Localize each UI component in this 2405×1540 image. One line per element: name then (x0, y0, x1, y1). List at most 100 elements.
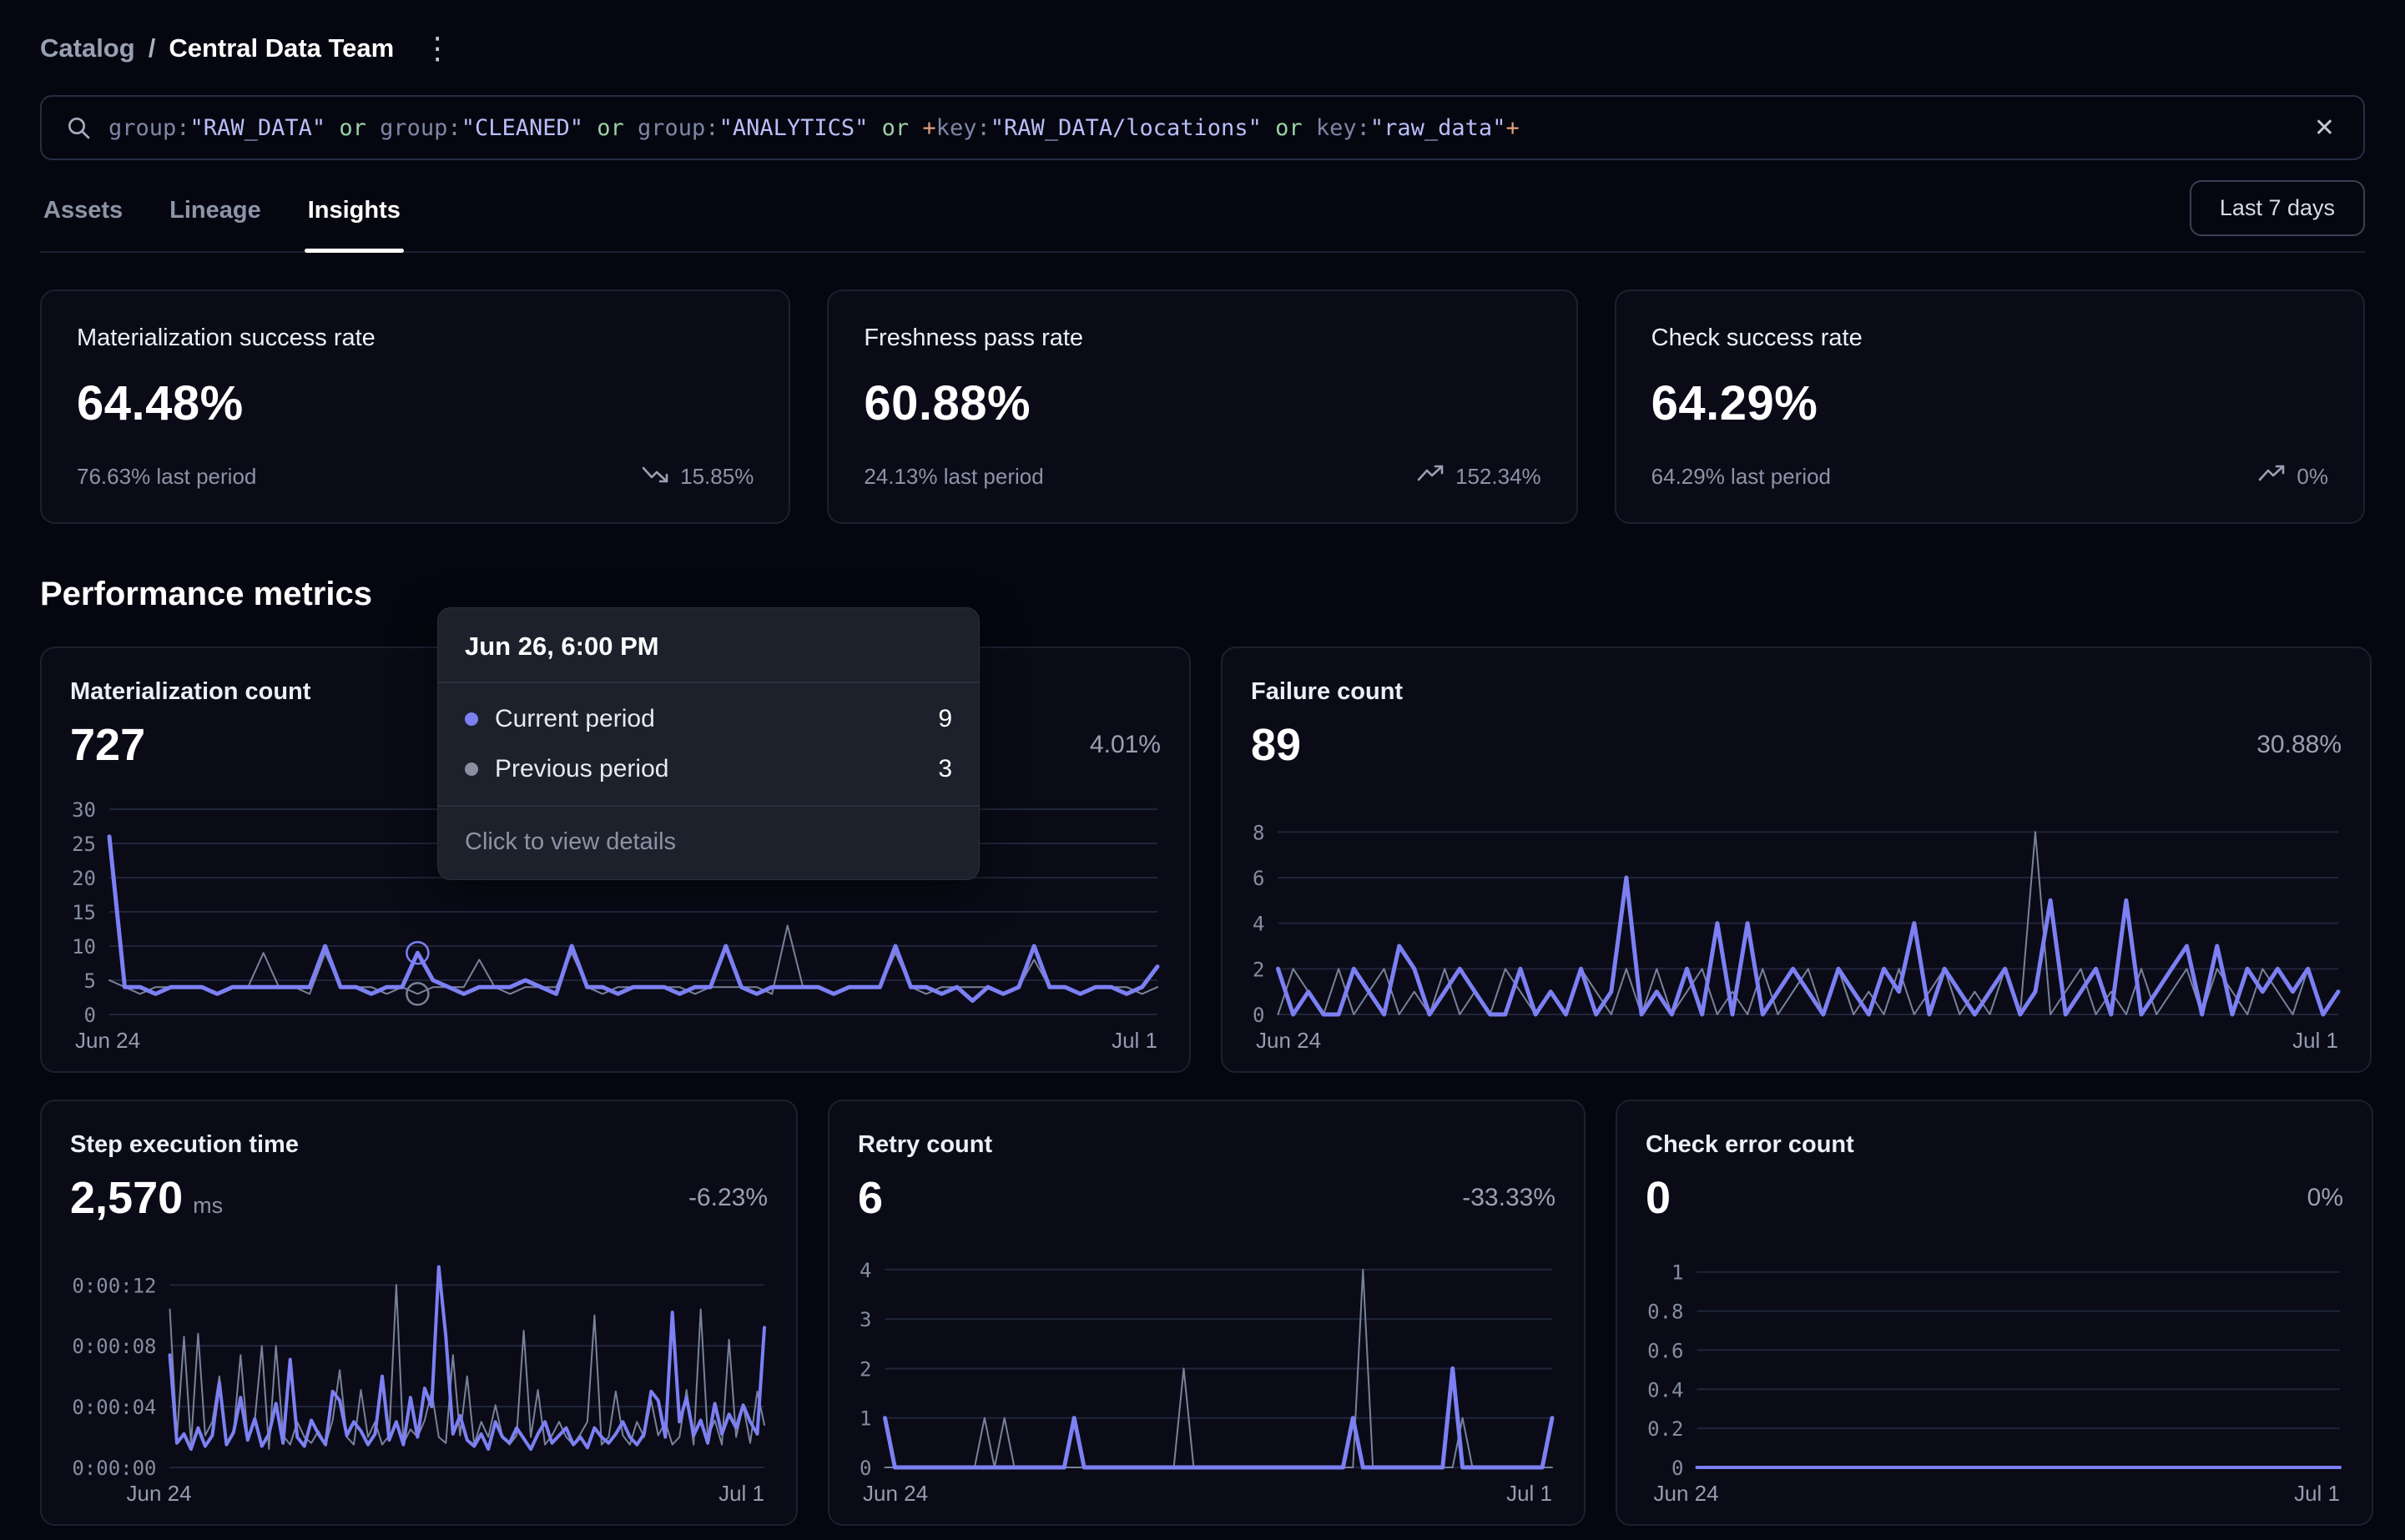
query-token-plus: + (1505, 114, 1520, 141)
chart-value: 0 (1646, 1173, 1671, 1223)
svg-text:0.2: 0.2 (1647, 1417, 1683, 1441)
last-period-text: 76.63% last period (77, 464, 257, 489)
tooltip-rows: Current period 9 Previous period 3 (438, 683, 979, 805)
change-indicator: 0% (2258, 463, 2328, 491)
chart-card-step-execution-time: Step execution time 2,570 ms -6.23% 0:00:… (40, 1100, 798, 1526)
search-query: group:"RAW_DATA" or group:"CLEANED" or g… (108, 115, 2292, 141)
tab-lineage[interactable]: Lineage (169, 197, 261, 224)
card-title: Freshness pass rate (864, 325, 1084, 351)
trending-up-icon (2258, 463, 2287, 491)
svg-text:0.4: 0.4 (1647, 1378, 1683, 1402)
query-token-op: or (868, 114, 923, 141)
tab-insights[interactable]: Insights (304, 180, 405, 253)
chart-title: Step execution time (70, 1131, 299, 1158)
tooltip-hint: Click to view details (438, 805, 979, 879)
svg-text:2: 2 (860, 1357, 871, 1381)
trending-down-icon (642, 463, 670, 491)
query-token-value: "CLEANED" (461, 114, 583, 141)
svg-text:Jun 24: Jun 24 (1256, 1028, 1321, 1053)
tooltip-row: Previous period 3 (465, 755, 952, 783)
retry-count-chart[interactable]: 0 1 2 3 4 Jun 24 Jul 1 (858, 1246, 1555, 1506)
chart-title: Retry count (858, 1131, 993, 1158)
chart-title: Failure count (1251, 678, 1404, 705)
chart-value: 2,570 ms (70, 1173, 224, 1223)
svg-text:4: 4 (860, 1259, 871, 1282)
svg-text:0: 0 (860, 1457, 871, 1480)
query-token-value: "RAW_DATA" (189, 114, 326, 141)
clear-search-icon[interactable]: ✕ (2313, 113, 2335, 142)
series-label: Current period (495, 705, 655, 732)
breadcrumb-separator: / (148, 33, 156, 63)
svg-text:0:00:08: 0:00:08 (72, 1335, 156, 1358)
summary-card-check-success-rate[interactable]: Check success rate 64.29% 64.29% last pe… (1614, 289, 2365, 524)
card-title: Check success rate (1651, 325, 1863, 351)
chart-title: Check error count (1646, 1131, 1854, 1158)
card-value: 64.29% (1651, 376, 1818, 430)
svg-text:8: 8 (1253, 821, 1264, 844)
last-period-text: 24.13% last period (864, 464, 1044, 489)
svg-text:0:00:00: 0:00:00 (72, 1457, 156, 1480)
chart-card-check-error-count: Check error count 0 0% 0 0.2 0.4 0.6 0.8 1 Jun… (1616, 1100, 2373, 1526)
svg-text:15: 15 (72, 901, 96, 924)
breadcrumb-catalog-link[interactable]: Catalog (40, 33, 135, 63)
card-title: Materialization success rate (77, 325, 376, 351)
performance-metrics-heading: Performance metrics (40, 576, 372, 612)
svg-text:1: 1 (860, 1407, 871, 1431)
charts-row-1: Materialization count 727 4.01% 0 5 10 15 20… (40, 647, 2372, 1073)
query-token-op: or (1261, 114, 1316, 141)
query-token-value: "ANALYTICS" (718, 114, 869, 141)
kebab-menu-icon[interactable]: ⋮ (422, 31, 453, 65)
series-value: 9 (938, 705, 952, 732)
tooltip-timestamp: Jun 26, 6:00 PM (438, 608, 979, 683)
query-token-value: "RAW_DATA/locations" (990, 114, 1262, 141)
trending-up-icon (1417, 463, 1445, 491)
last-period-text: 64.29% last period (1651, 464, 1832, 489)
series-dot-icon (465, 762, 478, 776)
query-token-key: group: (380, 114, 461, 141)
chart-change: 0% (2307, 1184, 2343, 1211)
card-value: 60.88% (864, 376, 1031, 430)
summary-card-materialization-success-rate[interactable]: Materialization success rate 64.48% 76.6… (40, 289, 791, 524)
svg-text:Jun 24: Jun 24 (75, 1028, 140, 1053)
svg-text:0:00:04: 0:00:04 (72, 1396, 156, 1419)
tab-bar: Assets Lineage Insights Last 7 days (40, 180, 2365, 253)
svg-text:10: 10 (72, 935, 96, 959)
query-token-plus: + (922, 114, 936, 141)
search-input[interactable]: group:"RAW_DATA" or group:"CLEANED" or g… (40, 95, 2365, 160)
change-value: 0% (2297, 464, 2328, 489)
change-indicator: 152.34% (1417, 463, 1541, 491)
summary-card-freshness-pass-rate[interactable]: Freshness pass rate 60.88% 24.13% last p… (827, 289, 1578, 524)
materialization-count-chart[interactable]: 0 5 10 15 20 25 30 Jun 24 Jul 1 (70, 793, 1161, 1053)
step-execution-time-chart[interactable]: 0:00:00 0:00:04 0:00:08 0:00:12 Jun 24 Jul 1 (70, 1246, 768, 1506)
change-indicator: 15.85% (642, 463, 754, 491)
svg-text:0:00:12: 0:00:12 (72, 1274, 156, 1297)
check-error-count-chart[interactable]: 0 0.2 0.4 0.6 0.8 1 Jun 24 Jul 1 (1646, 1246, 2343, 1506)
query-token-op: or (325, 114, 381, 141)
card-value: 64.48% (77, 376, 244, 430)
series-label: Previous period (495, 755, 669, 783)
svg-text:4: 4 (1253, 913, 1264, 936)
svg-text:Jul 1: Jul 1 (1506, 1481, 1552, 1506)
svg-text:6: 6 (1253, 867, 1264, 890)
svg-text:3: 3 (860, 1308, 871, 1331)
summary-cards-row: Materialization success rate 64.48% 76.6… (40, 289, 2365, 524)
failure-count-chart[interactable]: 0 2 4 6 8 Jun 24 Jul 1 (1251, 793, 2342, 1053)
svg-text:Jul 1: Jul 1 (1112, 1028, 1157, 1053)
svg-text:20: 20 (72, 867, 96, 890)
chart-unit: ms (193, 1193, 224, 1218)
query-token-key: group: (108, 114, 190, 141)
breadcrumb-current-page: Central Data Team (169, 33, 395, 63)
chart-value: 727 (70, 720, 146, 770)
query-token-op: or (583, 114, 638, 141)
series-dot-icon (465, 712, 478, 726)
date-range-button[interactable]: Last 7 days (2189, 180, 2365, 236)
chart-tooltip: Jun 26, 6:00 PM Current period 9 Previous … (437, 607, 980, 880)
svg-text:2: 2 (1253, 958, 1264, 981)
svg-text:0: 0 (1253, 1004, 1264, 1027)
chart-value: 6 (858, 1173, 884, 1223)
svg-text:Jul 1: Jul 1 (718, 1481, 764, 1506)
chart-change: 30.88% (2256, 731, 2342, 758)
svg-text:Jun 24: Jun 24 (127, 1481, 192, 1506)
tab-assets[interactable]: Assets (43, 197, 124, 224)
